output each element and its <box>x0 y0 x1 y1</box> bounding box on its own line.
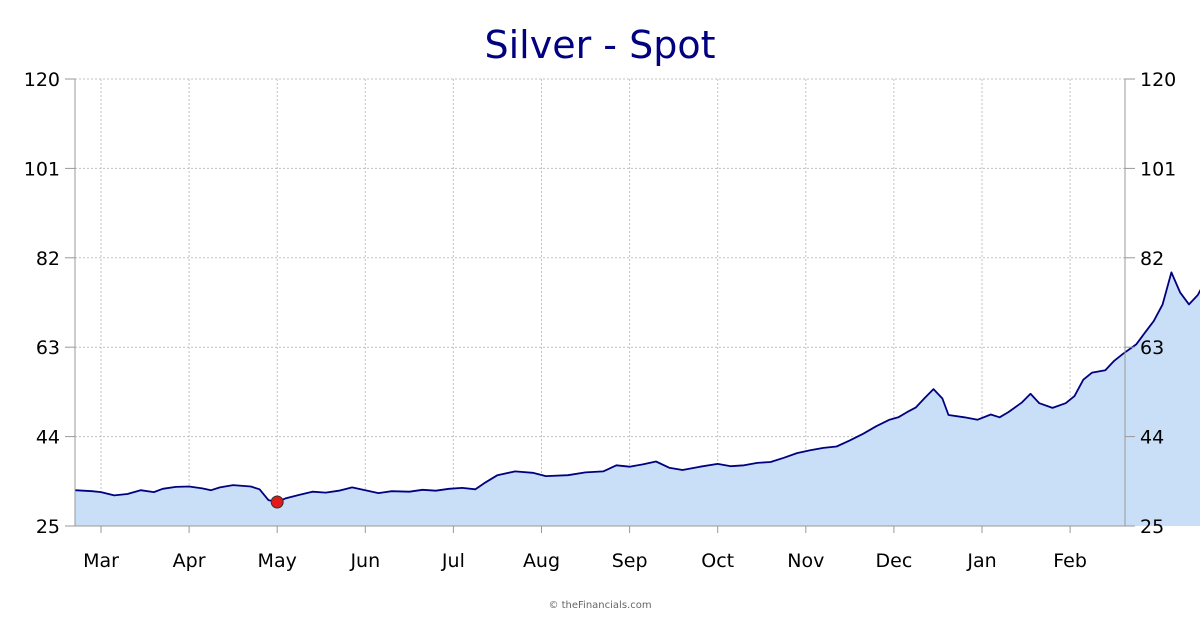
credit-text: © theFinancials.com <box>548 600 651 611</box>
low-marker <box>270 495 284 509</box>
y-tick-label-right: 63 <box>1140 337 1164 359</box>
y-tick-label-right: 120 <box>1140 69 1176 91</box>
x-tick-label: Aug <box>523 550 560 572</box>
price-area <box>74 271 1200 526</box>
y-tick-label-left: 63 <box>36 337 60 359</box>
x-tick-label: Feb <box>1053 550 1087 572</box>
y-tick-label-right: 44 <box>1140 427 1164 449</box>
markers <box>270 495 284 509</box>
x-tick-label: Jun <box>349 550 380 572</box>
y-tick-label-left: 120 <box>24 69 60 91</box>
x-tick-label: Dec <box>876 550 913 572</box>
y-tick-label-right: 25 <box>1140 516 1164 538</box>
chart-title: Silver - Spot <box>485 23 716 67</box>
x-tick-label: Apr <box>173 550 206 572</box>
y-tick-label-right: 101 <box>1140 158 1176 180</box>
x-tick-label: Jan <box>966 550 996 572</box>
x-tick-label: Sep <box>612 550 648 572</box>
x-tick-label: Nov <box>787 550 824 572</box>
x-tick-label: Jul <box>441 550 465 572</box>
x-tick-label: Oct <box>701 550 734 572</box>
series-line <box>74 271 1200 503</box>
y-tick-label-left: 101 <box>24 158 60 180</box>
axes <box>65 78 1135 533</box>
area-fill <box>74 272 1200 526</box>
y-tick-label-right: 82 <box>1140 248 1164 270</box>
tick-labels: 25 25 44 44 63 63 82 82 101 101 120 120 Mar Apr May Jun… <box>24 69 1177 572</box>
y-tick-label-left: 44 <box>36 427 60 449</box>
y-tick-label-left: 25 <box>36 516 60 538</box>
x-tick-label: May <box>258 550 297 572</box>
x-tick-label: Mar <box>83 550 119 572</box>
y-tick-label-left: 82 <box>36 248 60 270</box>
